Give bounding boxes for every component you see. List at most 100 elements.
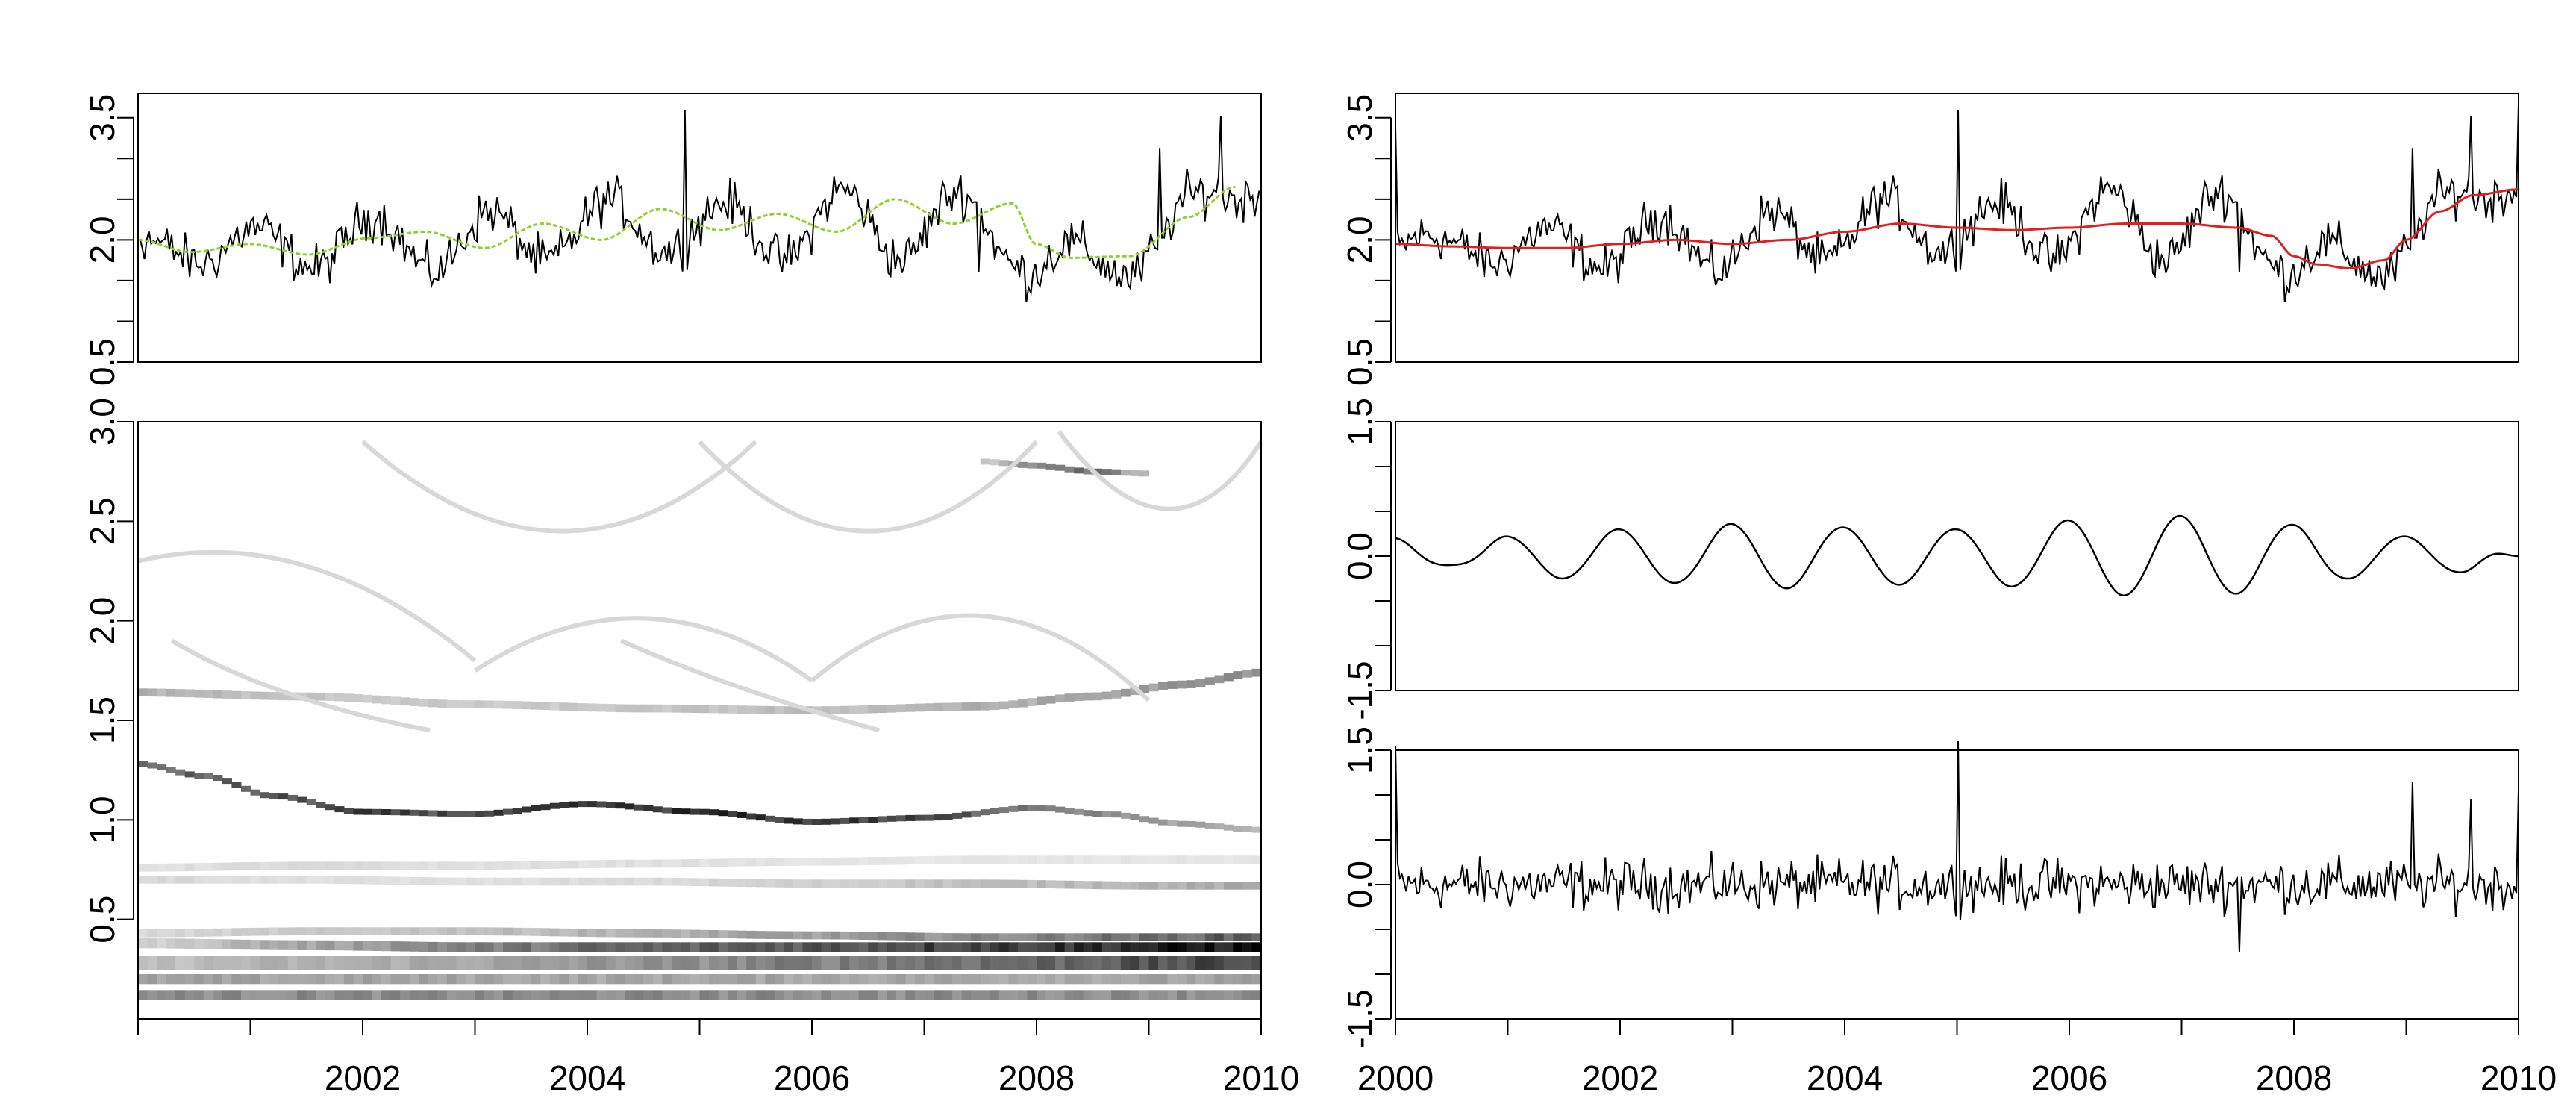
heatmap-cell — [737, 974, 747, 985]
heatmap-cell — [231, 974, 242, 985]
heatmap-cell — [231, 782, 242, 788]
heatmap-cell — [1074, 467, 1084, 474]
heatmap-cell — [774, 942, 784, 952]
heatmap-cell — [484, 956, 495, 970]
heatmap-cell — [625, 929, 635, 938]
heatmap-cell — [250, 990, 260, 1000]
heatmap-cell — [690, 929, 701, 938]
heatmap-cell — [728, 811, 738, 817]
heatmap-cell — [634, 704, 644, 713]
heatmap-cell — [1251, 990, 1262, 1000]
heatmap-cell — [1214, 942, 1225, 952]
heatmap-cell — [446, 699, 457, 708]
heatmap-cell — [446, 942, 457, 952]
heatmap-cell — [184, 956, 195, 970]
heatmap-cell — [1055, 974, 1066, 985]
heatmap-cell — [924, 814, 934, 821]
heatmap-cell — [1214, 882, 1225, 890]
heatmap-cell — [1223, 824, 1234, 831]
heatmap-cell — [138, 876, 149, 884]
heatmap-cell — [250, 876, 260, 884]
heatmap-cell — [1027, 805, 1037, 811]
heatmap-cell — [1223, 990, 1234, 1000]
heatmap-cell — [831, 942, 841, 952]
heatmap-cell — [194, 990, 204, 1000]
heatmap-cell — [138, 929, 149, 938]
heatmap-cell — [671, 929, 681, 938]
heatmap-cell — [400, 956, 410, 970]
heatmap-cell — [316, 802, 326, 808]
heatmap-cell — [138, 974, 149, 985]
heatmap-cell — [690, 705, 701, 713]
heatmap-cell — [1120, 688, 1131, 697]
heatmap-cell — [194, 876, 204, 884]
heatmap-cell — [381, 861, 392, 870]
heatmap-cell — [840, 857, 850, 866]
heatmap-cell — [709, 974, 719, 985]
heatmap-cell — [325, 804, 335, 811]
heatmap-cell — [437, 927, 448, 935]
heatmap-cell — [531, 928, 541, 936]
heatmap-cell — [821, 990, 831, 1000]
heatmap-cell — [915, 703, 925, 712]
heatmap-cell — [1251, 942, 1262, 952]
heatmap-cell — [475, 942, 485, 952]
heatmap-cell — [278, 861, 289, 870]
heatmap-cell — [400, 974, 410, 985]
heatmap-cell — [587, 801, 598, 808]
panel-timefreq-y-tick-label: 0.5 — [83, 896, 122, 944]
heatmap-cell — [1017, 461, 1028, 468]
heatmap-cell — [269, 940, 279, 950]
heatmap-cell — [157, 990, 167, 1000]
heatmap-cell — [643, 704, 654, 713]
heatmap-cell — [784, 858, 794, 866]
heatmap-cell — [1101, 469, 1112, 475]
heatmap-cell — [184, 990, 195, 1000]
heatmap-cell — [961, 974, 972, 985]
heatmap-cell — [1214, 956, 1225, 970]
heatmap-cell — [1204, 677, 1215, 685]
heatmap-cell — [194, 956, 204, 970]
heatmap-cell — [549, 702, 560, 711]
heatmap-cell — [662, 929, 672, 938]
heatmap-cell — [297, 927, 307, 935]
heatmap-cell — [241, 928, 251, 936]
heatmap-cell — [568, 974, 578, 985]
heatmap-cell — [1017, 956, 1028, 970]
heatmap-cell — [287, 927, 298, 936]
heatmap-cell — [175, 929, 186, 938]
heatmap-cell — [325, 927, 335, 935]
heatmap-cell — [1083, 855, 1093, 864]
heatmap-cell — [1027, 462, 1037, 469]
heatmap-cell — [681, 974, 691, 985]
heatmap-cell — [1055, 990, 1066, 1000]
heatmap-cell — [915, 990, 925, 1000]
heatmap-cell — [980, 974, 990, 985]
heatmap-cell — [409, 990, 419, 1000]
heatmap-cell — [1120, 956, 1131, 970]
heatmap-cell — [784, 931, 794, 940]
heatmap-cell — [222, 928, 232, 937]
heatmap-cell — [568, 860, 578, 869]
heatmap-cell — [887, 974, 897, 985]
heatmap-cell — [840, 942, 850, 952]
heatmap-cell — [1242, 942, 1252, 952]
heatmap-cell — [241, 785, 251, 792]
heatmap-cell — [372, 990, 382, 1000]
heatmap-cell — [709, 990, 719, 1000]
panel-original-local-observed-line — [139, 110, 1260, 303]
heatmap-cell — [343, 956, 354, 970]
heatmap-cell — [157, 764, 167, 771]
panel-timefreq-x-tick-label: 2010 — [1223, 1058, 1299, 1097]
heatmap-cell — [1242, 956, 1252, 970]
heatmap-cell — [559, 928, 569, 937]
panel-seasonal-y-tick-label: -1.5 — [1340, 661, 1379, 720]
heatmap-cell — [858, 974, 869, 985]
heatmap-cell — [980, 956, 990, 970]
heatmap-cell — [1092, 855, 1103, 864]
heatmap-cell — [746, 956, 757, 970]
heatmap-cell — [512, 974, 522, 985]
panel-original-local-smooth-line — [137, 186, 1236, 259]
heatmap-cell — [765, 942, 775, 952]
heatmap-cell — [568, 942, 578, 952]
